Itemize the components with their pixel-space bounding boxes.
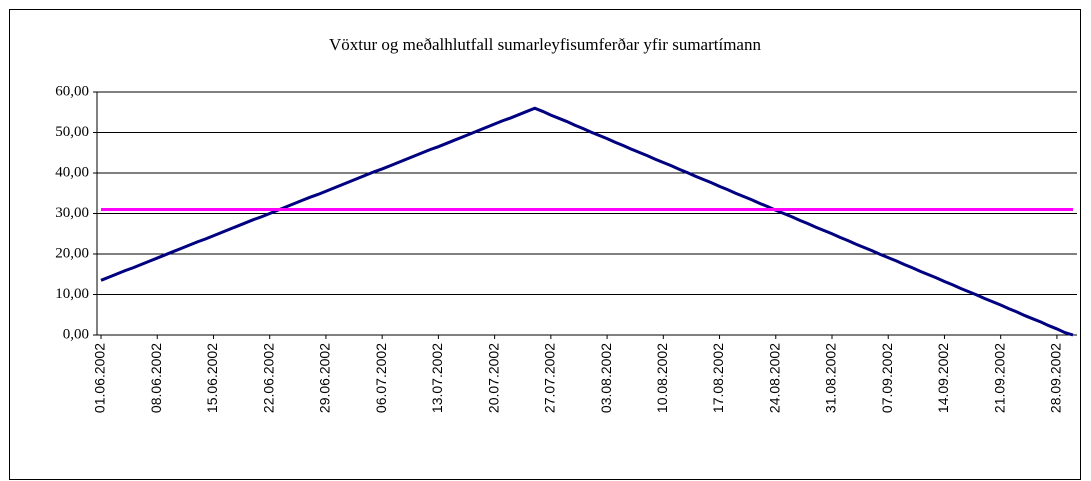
x-tick-label: 08.06.2002 [148, 343, 164, 413]
chart-title: Vöxtur og meðalhlutfall sumarleyfisumfer… [329, 35, 761, 54]
x-tick-label: 21.09.2002 [991, 343, 1007, 413]
x-tick-label: 28.09.2002 [1048, 343, 1064, 413]
x-tick-label: 31.08.2002 [823, 343, 839, 413]
x-tick-label: 07.09.2002 [879, 343, 895, 413]
y-tick-label: 40,00 [55, 164, 89, 180]
x-tick-label: 24.08.2002 [766, 343, 782, 413]
x-tick-label: 03.08.2002 [598, 343, 614, 413]
x-tick-label: 22.06.2002 [260, 343, 276, 413]
y-tick-label: 20,00 [55, 245, 89, 261]
x-tick-label: 17.08.2002 [710, 343, 726, 413]
x-tick-label: 01.06.2002 [92, 343, 108, 413]
x-tick-label: 14.09.2002 [935, 343, 951, 413]
y-tick-label: 50,00 [55, 124, 89, 140]
y-tick-label: 0,00 [63, 326, 89, 342]
y-tick-label: 30,00 [55, 205, 89, 221]
x-tick-label: 06.07.2002 [373, 343, 389, 413]
x-tick-label: 20.07.2002 [485, 343, 501, 413]
y-tick-label: 10,00 [55, 286, 89, 302]
line-series [100, 106, 1074, 337]
x-tick-label: 13.07.2002 [429, 343, 445, 413]
x-tick-label: 29.06.2002 [317, 343, 333, 413]
x-tick-label: 27.07.2002 [542, 343, 558, 413]
x-tick-label: 10.08.2002 [654, 343, 670, 413]
y-tick-label: 60,00 [55, 83, 89, 99]
chart-frame [9, 9, 1081, 480]
x-tick-label: 15.06.2002 [204, 343, 220, 413]
